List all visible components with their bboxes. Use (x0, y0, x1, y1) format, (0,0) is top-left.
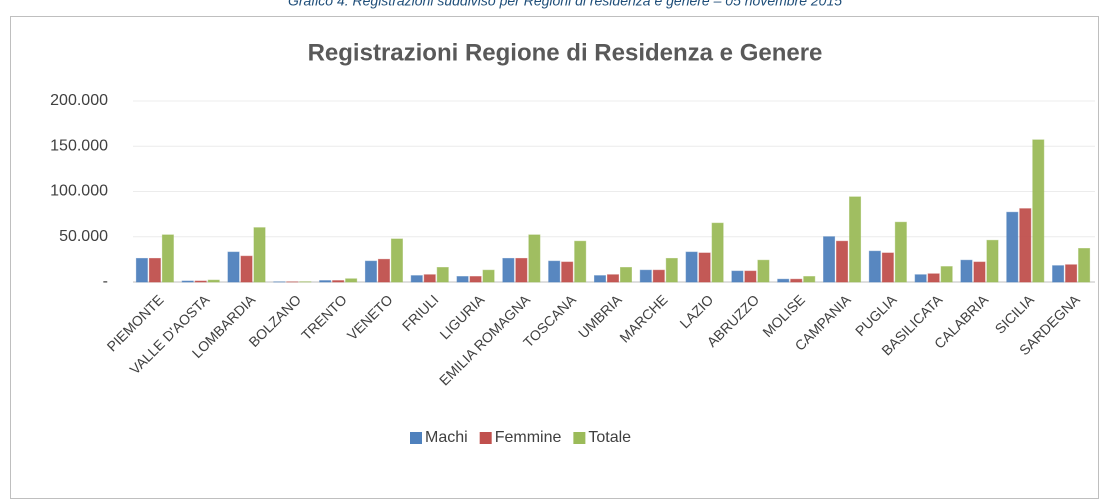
bar (824, 237, 835, 282)
bar (378, 259, 389, 282)
bar (483, 270, 494, 282)
legend-swatch (480, 432, 492, 444)
chart-title: Registrazioni Regione di Residenza e Gen… (308, 39, 823, 66)
bar (365, 261, 376, 282)
bar (437, 268, 448, 282)
bar (895, 222, 906, 282)
bar (653, 270, 664, 282)
bar (1066, 265, 1077, 282)
legend-label: Machi (425, 429, 468, 446)
bar (640, 270, 651, 282)
bar (346, 279, 357, 282)
bar (595, 276, 606, 282)
bar (411, 276, 422, 282)
y-tick-label: 50.000 (59, 228, 108, 245)
legend-label: Totale (588, 429, 631, 446)
bar (915, 275, 926, 282)
bar (608, 275, 619, 282)
bar (470, 277, 481, 282)
y-tick-label: 150.000 (50, 137, 108, 154)
bar (1020, 209, 1031, 282)
bar (712, 223, 723, 282)
bar (666, 258, 677, 282)
bar (837, 241, 848, 282)
caption: Grafico 4. Registrazioni suddiviso per R… (288, 0, 842, 9)
bar (974, 262, 985, 282)
bar (529, 235, 540, 282)
bar (987, 240, 998, 282)
bar (549, 261, 560, 282)
bar (791, 279, 802, 282)
bar (503, 258, 514, 282)
bar (869, 251, 880, 282)
bar (961, 260, 972, 282)
bar (758, 260, 769, 282)
bar (516, 258, 527, 282)
bar (699, 253, 710, 282)
bar (254, 228, 265, 282)
bar (686, 252, 697, 282)
bar (745, 271, 756, 282)
bar (850, 197, 861, 282)
bar (804, 277, 815, 282)
bar (149, 258, 160, 282)
bar (882, 253, 893, 282)
bar (241, 256, 252, 282)
bar (182, 281, 193, 282)
bar (575, 241, 586, 282)
bar (228, 252, 239, 282)
bar (391, 239, 402, 282)
bar (162, 235, 173, 282)
y-tick-label: 100.000 (50, 183, 108, 200)
bar (457, 277, 468, 282)
bar (136, 258, 147, 282)
bar (928, 274, 939, 282)
bar (621, 268, 632, 282)
bar (1033, 140, 1044, 282)
bar (941, 267, 952, 282)
bar (333, 281, 344, 282)
bar (208, 280, 219, 282)
bar (1053, 266, 1064, 282)
bar (195, 281, 206, 282)
y-tick-label: - (103, 273, 108, 290)
legend-swatch (573, 432, 585, 444)
bar (1007, 212, 1018, 282)
y-tick-label: 200.000 (50, 92, 108, 109)
bar (778, 279, 789, 282)
bar (1079, 249, 1090, 282)
bar (424, 275, 435, 282)
bar (732, 271, 743, 282)
legend-swatch (410, 432, 422, 444)
legend-label: Femmine (495, 429, 562, 446)
bar (562, 262, 573, 282)
bar (320, 281, 331, 282)
